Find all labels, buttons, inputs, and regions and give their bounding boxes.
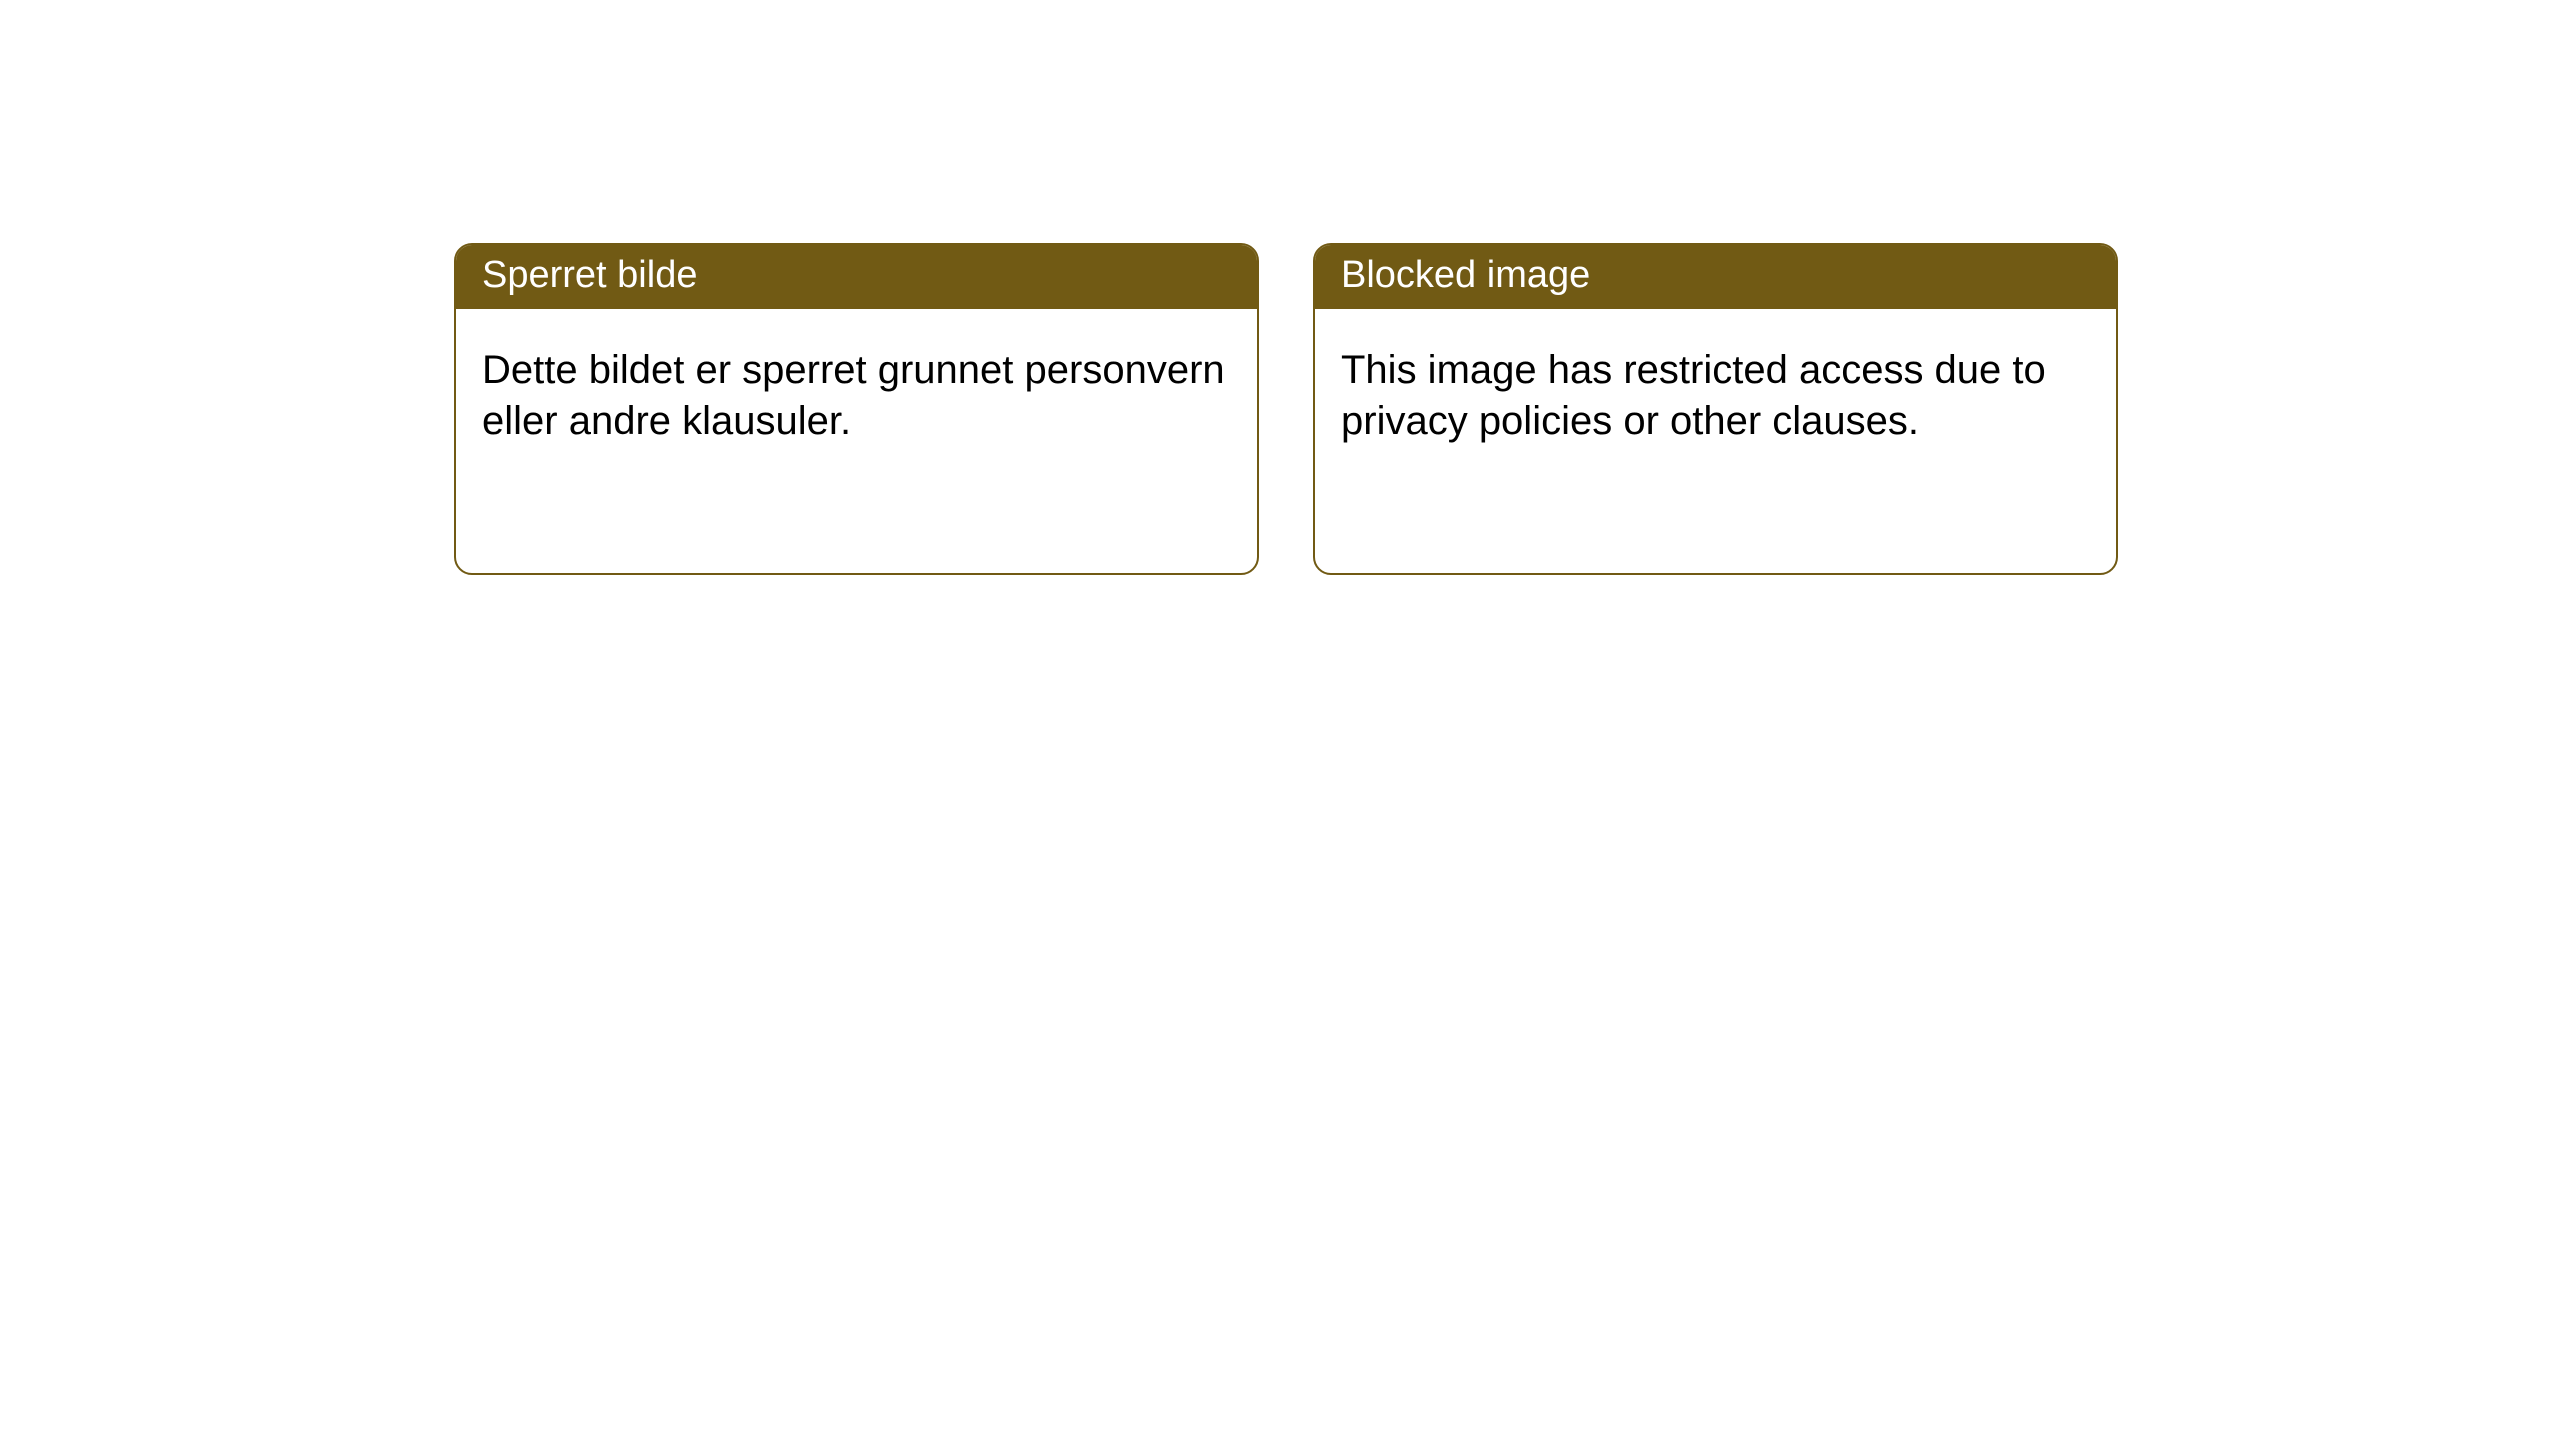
panels-container: Sperret bilde Dette bildet er sperret gr…: [454, 243, 2118, 575]
blocked-image-panel-no: Sperret bilde Dette bildet er sperret gr…: [454, 243, 1259, 575]
panel-header-no: Sperret bilde: [456, 245, 1257, 309]
blocked-image-panel-en: Blocked image This image has restricted …: [1313, 243, 2118, 575]
panel-body-no: Dette bildet er sperret grunnet personve…: [456, 309, 1257, 483]
panel-body-en: This image has restricted access due to …: [1315, 309, 2116, 483]
panel-header-en: Blocked image: [1315, 245, 2116, 309]
